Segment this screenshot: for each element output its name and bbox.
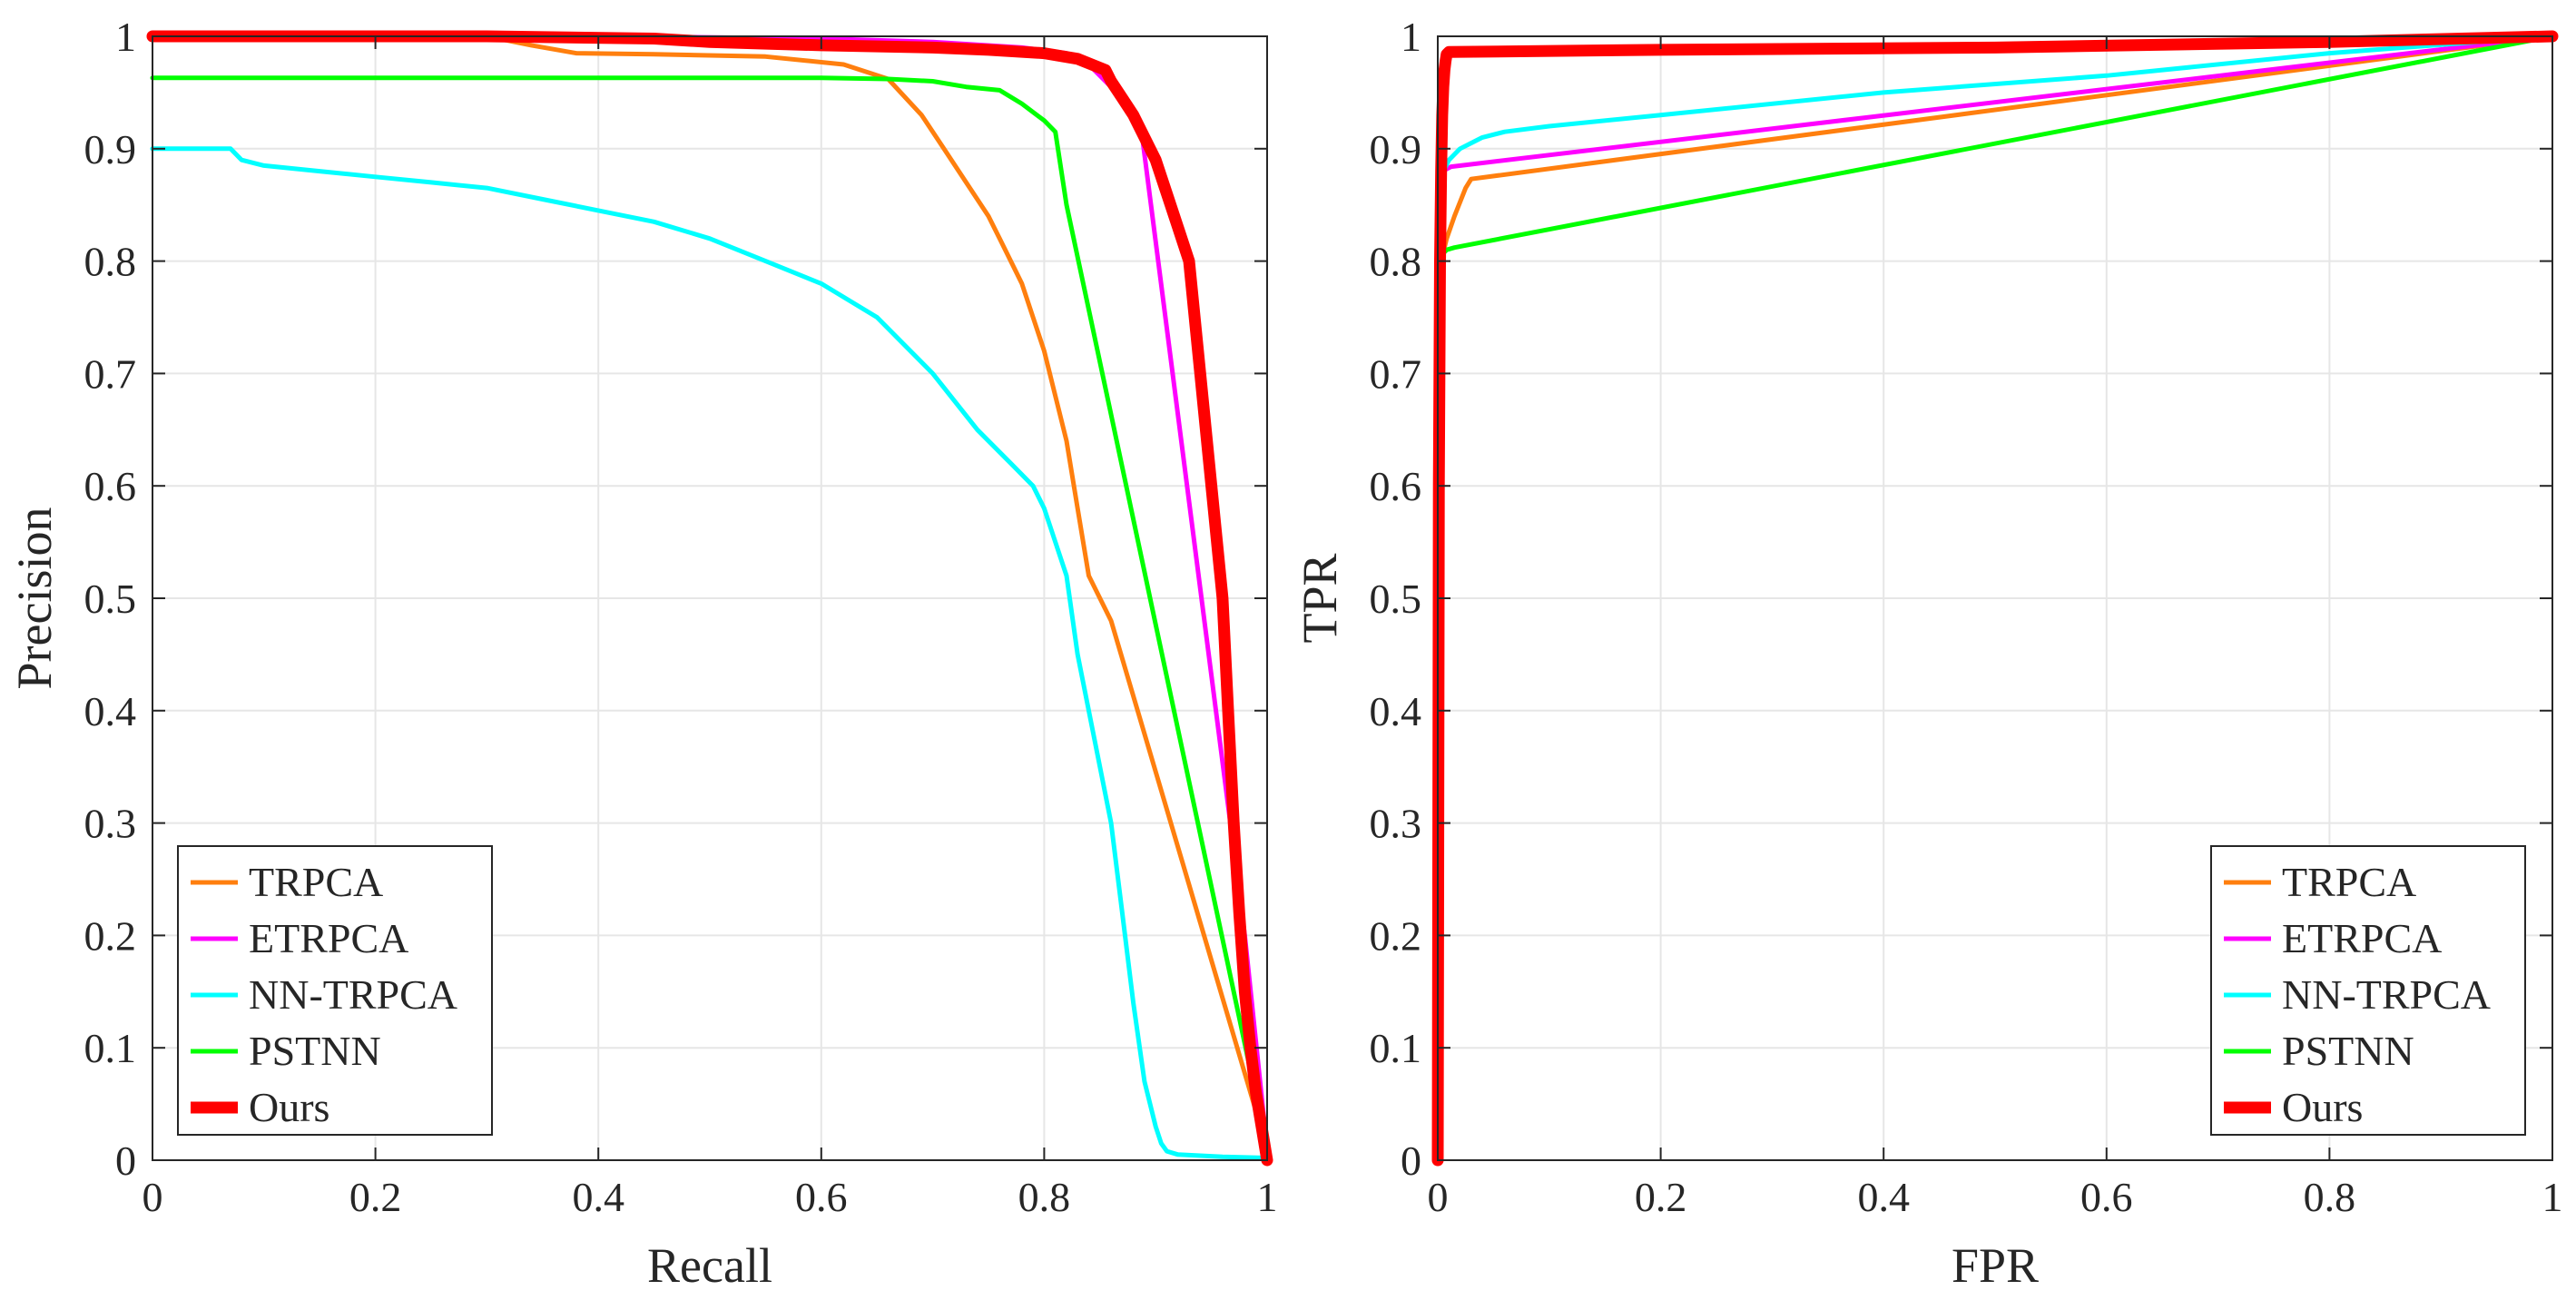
pr-x-tick-label: 0.6: [795, 1174, 848, 1220]
pr-y-tick-label: 1: [115, 14, 136, 60]
roc-y-tick-label: 0: [1401, 1138, 1421, 1184]
roc-y-tick-label: 0.6: [1370, 463, 1422, 509]
roc-x-ticks: 0 0.2 0.4 0.6 0.8 1: [1428, 36, 2563, 1220]
roc-chart: 0 0.2 0.4 0.6 0.8 1 0 0.1 0.2 0.3 0.4 0.5 0.6 0.7 0.8…: [1293, 14, 2563, 1293]
pr-x-axis-label: Recall: [647, 1238, 772, 1293]
pr-x-tick-label: 0.4: [572, 1174, 624, 1220]
roc-y-tick-label: 0.3: [1370, 801, 1422, 847]
precision-recall-chart: 0 0.2 0.4 0.6 0.8 1 0 0.1 0.2 0.3 0.4 0.5 0.6 0.7 0.8…: [7, 14, 1278, 1293]
roc-y-tick-label: 0.8: [1370, 239, 1422, 285]
pr-x-ticks: 0 0.2 0.4 0.6 0.8 1: [143, 36, 1278, 1220]
pr-y-tick-label: 0.5: [84, 576, 137, 622]
roc-legend-label-etrpca: ETRPCA: [2282, 915, 2442, 961]
pr-legend-label-pstnn: PSTNN: [249, 1028, 381, 1074]
pr-legend-label-nn-trpca: NN-TRPCA: [249, 971, 457, 1018]
pr-y-tick-label: 0.9: [84, 126, 137, 172]
pr-y-tick-label: 0.7: [84, 350, 137, 397]
pr-series-ours: [146, 30, 1273, 1167]
roc-series-nn-trpca: [1435, 34, 2555, 185]
pr-x-tick-label: 0: [143, 1174, 163, 1220]
roc-legend-box: [2210, 845, 2526, 1136]
pr-y-tick-label: 0.1: [84, 1025, 137, 1071]
roc-x-tick-label: 0: [1428, 1174, 1449, 1220]
pr-series-trpca: [150, 34, 1270, 1152]
pr-x-tick-label: 0.2: [349, 1174, 402, 1220]
roc-y-tick-label: 1: [1401, 14, 1421, 60]
pr-legend-label-trpca: TRPCA: [249, 859, 383, 905]
roc-y-tick-label: 0.9: [1370, 126, 1422, 172]
roc-x-tick-label: 0.6: [2080, 1174, 2133, 1220]
roc-x-tick-label: 0.4: [1857, 1174, 1910, 1220]
pr-y-tick-label: 0.3: [84, 801, 137, 847]
roc-series-ours: [1431, 30, 2559, 1167]
roc-y-tick-label: 0.1: [1370, 1025, 1422, 1071]
roc-x-tick-label: 0.2: [1635, 1174, 1687, 1220]
pr-y-tick-label: 0: [115, 1138, 136, 1184]
pr-x-tick-label: 0.8: [1018, 1174, 1071, 1220]
roc-y-ticks: 0 0.1 0.2 0.3 0.4 0.5 0.6 0.7 0.8 0.9 1: [1370, 14, 2552, 1184]
pr-y-tick-label: 0.4: [84, 688, 137, 734]
roc-y-tick-label: 0.4: [1370, 688, 1422, 734]
roc-y-tick-label: 0.5: [1370, 576, 1422, 622]
pr-series-pstnn: [150, 75, 1270, 1152]
roc-y-tick-label: 0.7: [1370, 350, 1422, 397]
pr-legend: TRPCA ETRPCA NN-TRPCA PSTNN Ours: [177, 845, 493, 1136]
roc-legend: TRPCA ETRPCA NN-TRPCA PSTNN Ours: [2210, 845, 2526, 1136]
pr-legend-label-ours: Ours: [249, 1084, 329, 1130]
pr-legend-box: [177, 845, 493, 1136]
pr-series: [146, 30, 1273, 1167]
pr-x-tick-label: 1: [1257, 1174, 1278, 1220]
pr-y-tick-label: 0.6: [84, 463, 137, 509]
roc-legend-label-ours: Ours: [2282, 1084, 2363, 1130]
pr-series-nn-trpca: [150, 146, 1270, 1160]
pr-y-ticks: 0 0.1 0.2 0.3 0.4 0.5 0.6 0.7 0.8 0.9 1: [84, 14, 1267, 1184]
pr-legend-label-etrpca: ETRPCA: [249, 915, 408, 961]
pr-y-tick-label: 0.2: [84, 912, 137, 959]
roc-legend-label-nn-trpca: NN-TRPCA: [2282, 971, 2491, 1018]
roc-legend-label-pstnn: PSTNN: [2282, 1028, 2414, 1074]
pr-y-axis-label: Precision: [7, 507, 62, 690]
roc-legend-label-trpca: TRPCA: [2282, 859, 2416, 905]
roc-x-axis-label: FPR: [1952, 1238, 2039, 1293]
roc-y-axis-label: TPR: [1293, 553, 1347, 643]
pr-y-tick-label: 0.8: [84, 239, 137, 285]
roc-x-tick-label: 0.8: [2304, 1174, 2356, 1220]
roc-x-tick-label: 1: [2542, 1174, 2563, 1220]
roc-y-tick-label: 0.2: [1370, 912, 1422, 959]
